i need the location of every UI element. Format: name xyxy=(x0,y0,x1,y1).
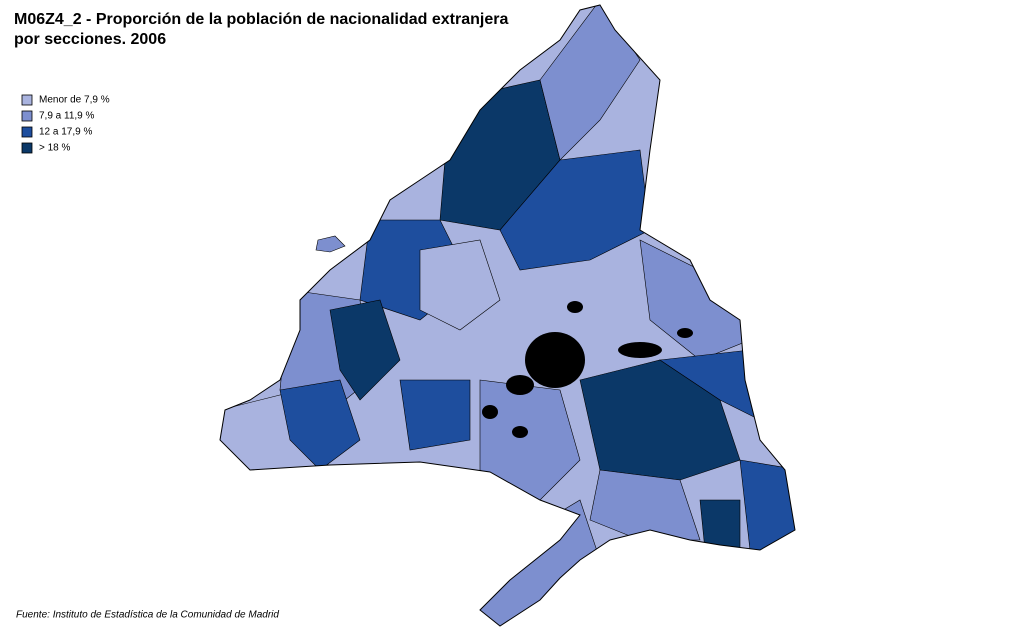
legend-swatch xyxy=(21,94,33,106)
title-line: M06Z4_2 - Proporción de la población de … xyxy=(14,11,508,28)
legend: Menor de 7,9 % 7,9 a 11,9 % 12 a 17,9 % > 1… xyxy=(21,94,110,154)
map-region xyxy=(539,5,641,161)
city-area xyxy=(525,332,585,388)
legend-swatch xyxy=(21,142,33,154)
legend-label: 12 a 17,9 % xyxy=(39,127,92,138)
map-region xyxy=(399,379,471,451)
map-region xyxy=(479,379,581,501)
map-region xyxy=(499,149,651,271)
source: Fuente: Instituto de Estadística de la C… xyxy=(16,610,279,621)
city-area xyxy=(506,375,534,395)
legend-label: 7,9 a 11,9 % xyxy=(39,111,95,122)
city-area xyxy=(512,426,528,438)
legend-label: Menor de 7,9 % xyxy=(39,95,110,106)
city-area xyxy=(677,328,693,338)
legend-swatch xyxy=(21,126,33,138)
city-area xyxy=(567,301,583,313)
map-region xyxy=(469,499,601,626)
city-area xyxy=(482,405,498,419)
city-area xyxy=(618,342,662,358)
map-region xyxy=(279,379,361,471)
legend-swatch xyxy=(21,110,33,122)
map-region xyxy=(739,459,795,561)
legend-label: > 18 % xyxy=(39,143,71,154)
title-line: por secciones. 2006 xyxy=(14,31,166,48)
map-region xyxy=(315,235,346,253)
map-region xyxy=(419,239,501,331)
map xyxy=(219,4,796,627)
map-region xyxy=(329,299,401,401)
